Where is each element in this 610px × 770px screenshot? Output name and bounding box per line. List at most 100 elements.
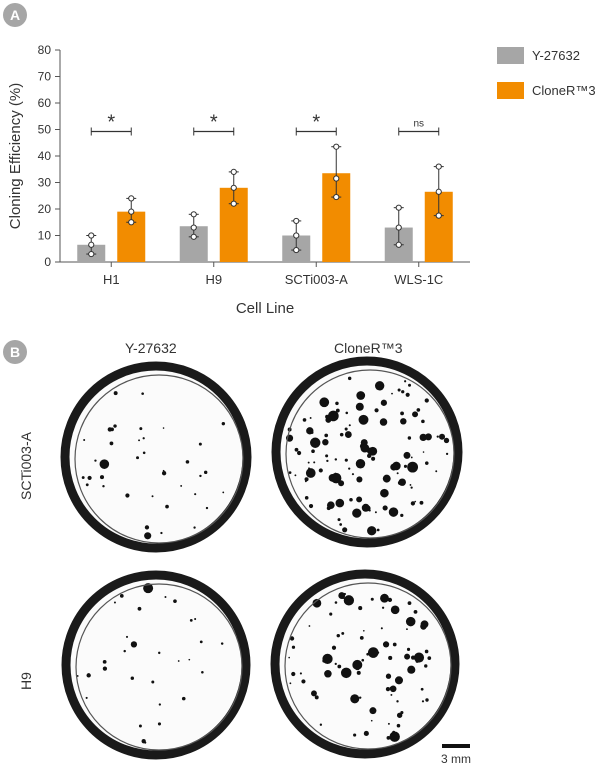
colony <box>361 503 370 512</box>
colony <box>99 475 105 480</box>
colony <box>356 476 363 483</box>
colony <box>391 392 393 395</box>
colony <box>410 501 416 506</box>
colony <box>198 442 202 446</box>
colony <box>407 436 412 440</box>
y-tick-label: 20 <box>38 202 52 216</box>
colony <box>334 662 337 666</box>
colony <box>424 433 432 441</box>
colony <box>102 666 108 671</box>
colony <box>339 523 343 526</box>
colony <box>348 467 351 470</box>
colony <box>349 497 353 502</box>
colony <box>368 509 371 512</box>
colony <box>221 421 226 426</box>
colony <box>400 418 407 425</box>
y-tick-label: 80 <box>38 43 52 57</box>
colony <box>445 452 449 456</box>
colony <box>336 633 340 638</box>
colony <box>424 649 429 654</box>
colony <box>403 464 408 468</box>
colony <box>367 453 372 459</box>
colony <box>405 616 416 627</box>
colony <box>385 687 391 692</box>
colony <box>416 408 421 412</box>
colony <box>86 673 91 678</box>
colony <box>301 679 306 684</box>
dish-rim <box>271 356 463 548</box>
colony <box>81 476 85 479</box>
colony <box>435 470 438 473</box>
column-label-cloner3: CloneR™3 <box>334 340 403 356</box>
colony <box>400 411 404 416</box>
data-point <box>333 175 340 182</box>
colony <box>322 653 333 665</box>
data-point <box>293 232 300 239</box>
colony <box>364 505 371 512</box>
colony <box>410 655 416 660</box>
colony <box>374 408 379 413</box>
colony <box>344 427 348 431</box>
colony <box>413 609 418 614</box>
colony <box>294 447 299 452</box>
colony <box>289 682 292 685</box>
colony <box>425 698 429 702</box>
colony <box>386 735 391 740</box>
colony <box>420 623 427 630</box>
colony <box>385 673 392 679</box>
colony <box>424 398 429 403</box>
colony <box>390 605 400 615</box>
data-point <box>190 211 197 218</box>
colony <box>348 424 351 427</box>
y-tick-label: 10 <box>38 229 52 243</box>
colony <box>404 380 407 383</box>
colony <box>107 427 113 432</box>
colony <box>319 397 330 408</box>
colony <box>304 496 309 500</box>
colony <box>347 376 352 381</box>
colony <box>379 418 388 426</box>
scale-bar-label: 3 mm <box>441 752 471 766</box>
colony <box>308 467 310 470</box>
colony <box>367 647 379 658</box>
colony <box>314 695 319 700</box>
colony <box>342 527 348 533</box>
colony <box>338 592 346 599</box>
colony <box>102 659 107 664</box>
colony <box>85 696 88 699</box>
colony <box>332 413 334 415</box>
colony <box>291 671 296 677</box>
colony <box>110 427 114 432</box>
colony <box>199 640 203 644</box>
colony <box>136 456 140 460</box>
colony <box>404 653 411 660</box>
colony <box>302 418 307 422</box>
colony <box>205 506 209 510</box>
data-point <box>88 232 95 239</box>
colony <box>304 477 309 482</box>
colony <box>340 667 352 679</box>
row-label-h9: H9 <box>18 672 34 690</box>
colony <box>398 478 406 486</box>
colony <box>392 642 397 647</box>
panel-b-badge: B <box>3 340 27 364</box>
colony <box>356 391 366 400</box>
colony <box>392 730 396 734</box>
colony <box>326 506 331 511</box>
colony <box>201 670 204 674</box>
colony <box>119 594 124 598</box>
colony <box>390 693 393 696</box>
colony <box>142 437 145 440</box>
colony <box>162 469 165 472</box>
colony <box>338 480 345 487</box>
colony <box>353 733 357 737</box>
colony <box>410 486 413 489</box>
colony <box>287 427 292 432</box>
colony <box>151 495 154 498</box>
colony <box>374 511 377 514</box>
colony <box>389 731 400 742</box>
colony <box>345 411 349 415</box>
colony <box>102 485 105 488</box>
colony <box>352 508 362 518</box>
colony <box>422 451 425 453</box>
